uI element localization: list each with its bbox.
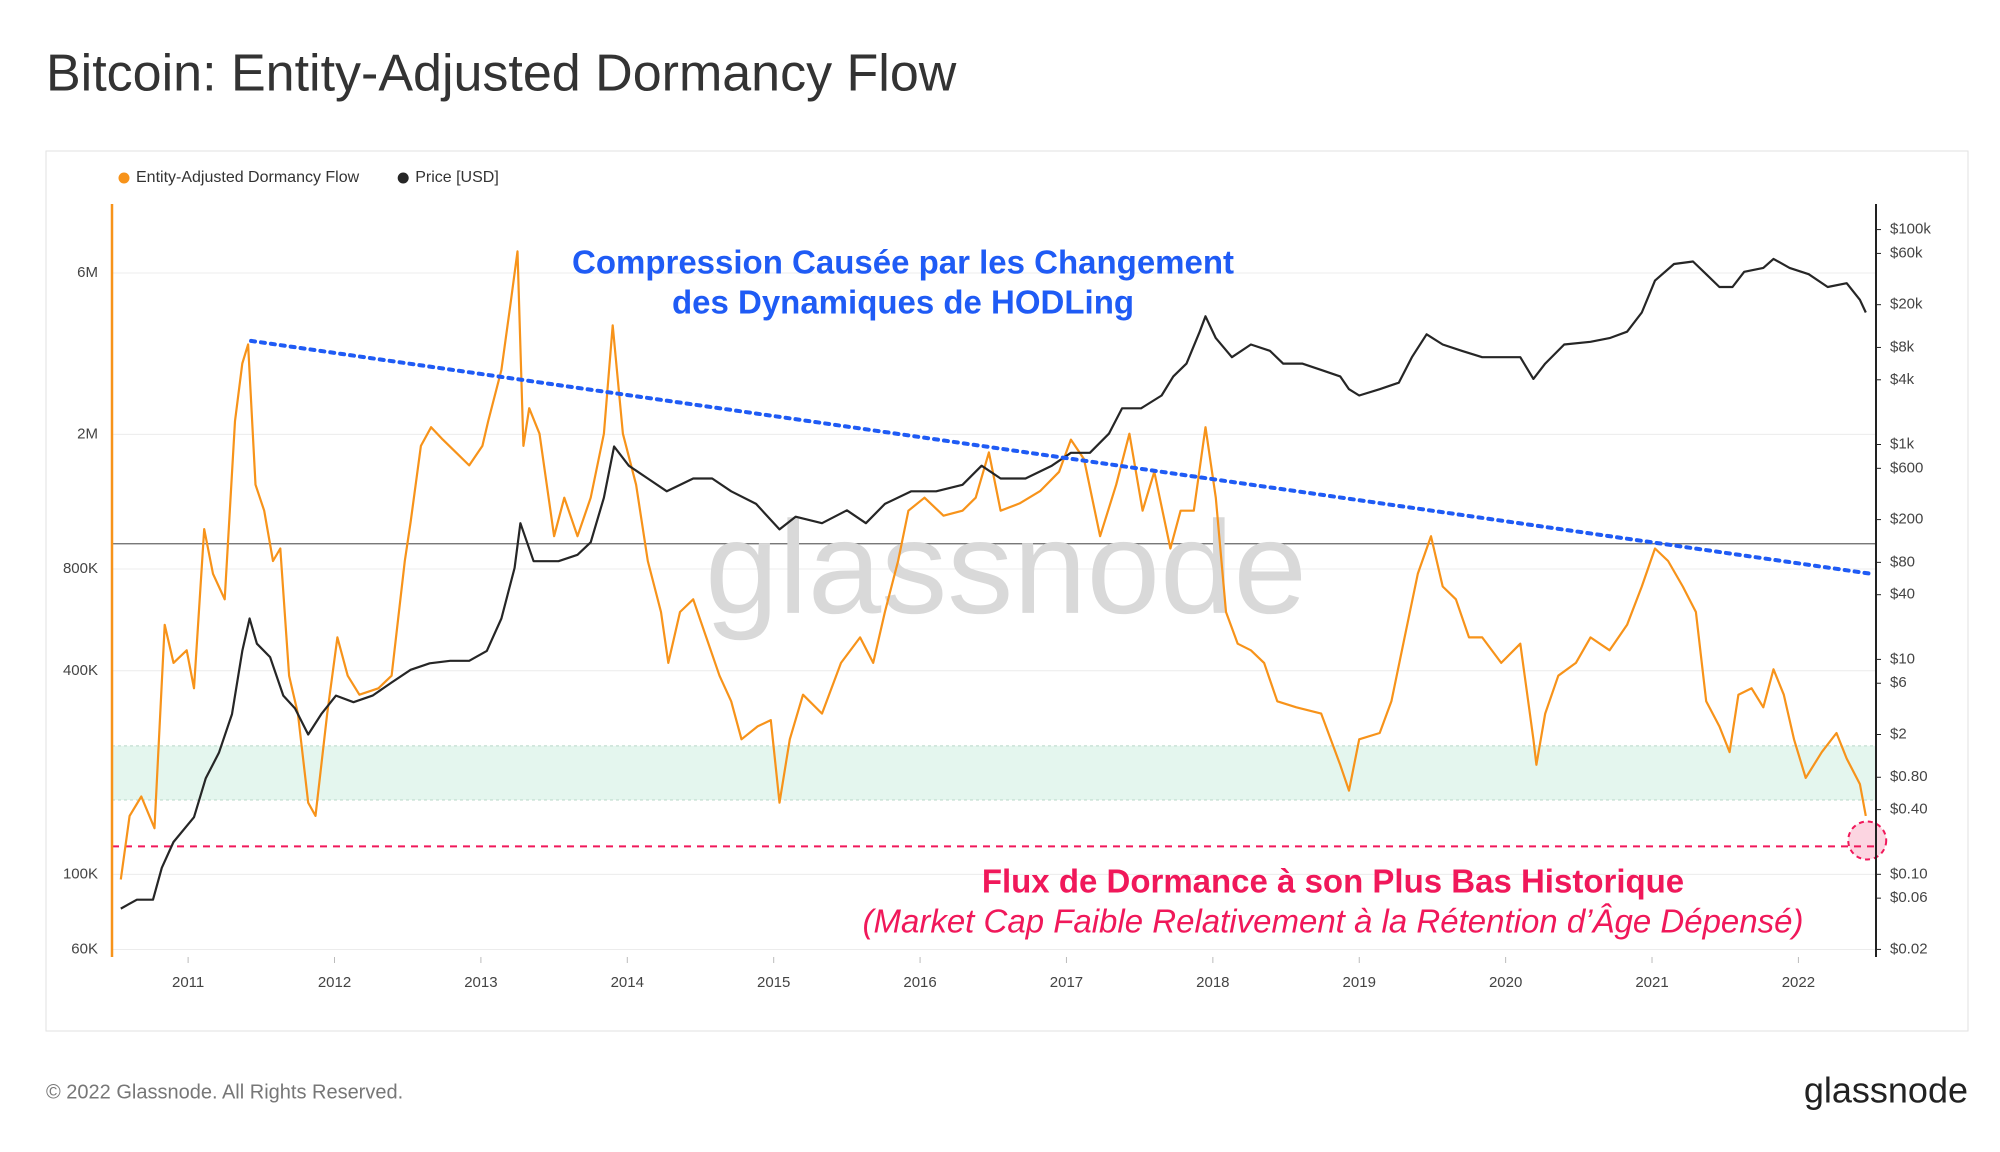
y-tick-label: 100K [63,865,98,882]
legend-marker [118,172,130,184]
x-tick-label: 2019 [1343,974,1376,991]
x-tick-label: 2022 [1782,974,1815,991]
x-tick-label: 2014 [611,974,644,991]
y2-tick-label: $600 [1890,459,1923,476]
chart-title: Bitcoin: Entity-Adjusted Dormancy Flow [46,45,957,103]
legend-label: Entity-Adjusted Dormancy Flow [136,169,360,186]
y2-tick-label: $80 [1890,553,1915,570]
y2-tick-label: $0.40 [1890,801,1928,818]
y2-tick-label: $200 [1890,511,1923,528]
x-tick-label: 2011 [172,974,204,991]
y2-tick-label: $6 [1890,674,1907,691]
x-tick-label: 2021 [1635,974,1668,991]
plot-background [112,272,1876,950]
y2-tick-label: $4k [1890,371,1915,388]
x-tick-label: 2013 [464,974,497,991]
x-tick-label: 2017 [1050,974,1083,991]
annotation-line: des Dynamiques de HODLing [672,284,1134,321]
band [112,745,1876,800]
y2-tick-label: $100k [1890,221,1931,238]
logo: glassnode [1804,1070,1968,1111]
plot-lines [119,250,1873,910]
x-tick-label: 2012 [318,974,351,991]
y2-tick-label: $1k [1890,435,1915,452]
trendline [249,338,1873,576]
axes: 60K 100K 400K 800K 2M 6M $0.02 $0.06 $0.10 $0.40 $… [63,204,1931,991]
y-tick-label: 800K [63,560,98,577]
series-line [120,257,1867,910]
annotation-line: Compression Causée par les Changement [572,244,1234,281]
panel-frame [45,150,1969,1032]
x-tick-label: 2018 [1196,974,1229,991]
legend: Entity-Adjusted Dormancy Flow Price [USD] [118,169,499,186]
x-tick-label: 2016 [903,974,936,991]
y-tick-label: 400K [63,662,98,679]
series-line [119,250,1867,880]
y2-tick-label: $2 [1890,725,1907,742]
y2-tick-label: $0.80 [1890,768,1928,785]
y2-tick-label: $0.06 [1890,889,1928,906]
x-tick-label: 2015 [757,974,790,991]
y-tick-label: 2M [77,425,98,442]
highlight-circle [1847,820,1888,861]
x-tick-label: 2020 [1489,974,1522,991]
y2-tick-label: $60k [1890,244,1923,261]
legend-marker [397,172,409,184]
footer: © 2022 Glassnode. All Rights Reserved. [46,1081,403,1103]
y2-tick-label: $40 [1890,586,1915,603]
y-tick-label: 6M [77,264,98,281]
y2-tick-label: $0.02 [1890,940,1928,957]
legend-label: Price [USD] [415,169,499,186]
y2-tick-label: $0.10 [1890,865,1928,882]
annotation-line: Flux de Dormance à son Plus Bas Historiq… [982,863,1684,900]
y-tick-label: 60K [71,940,98,957]
annotation-line: (Market Cap Faible Relativement à la Rét… [863,903,1804,940]
y2-tick-label: $10 [1890,650,1915,667]
y2-tick-label: $20k [1890,296,1923,313]
y2-tick-label: $8k [1890,338,1915,355]
